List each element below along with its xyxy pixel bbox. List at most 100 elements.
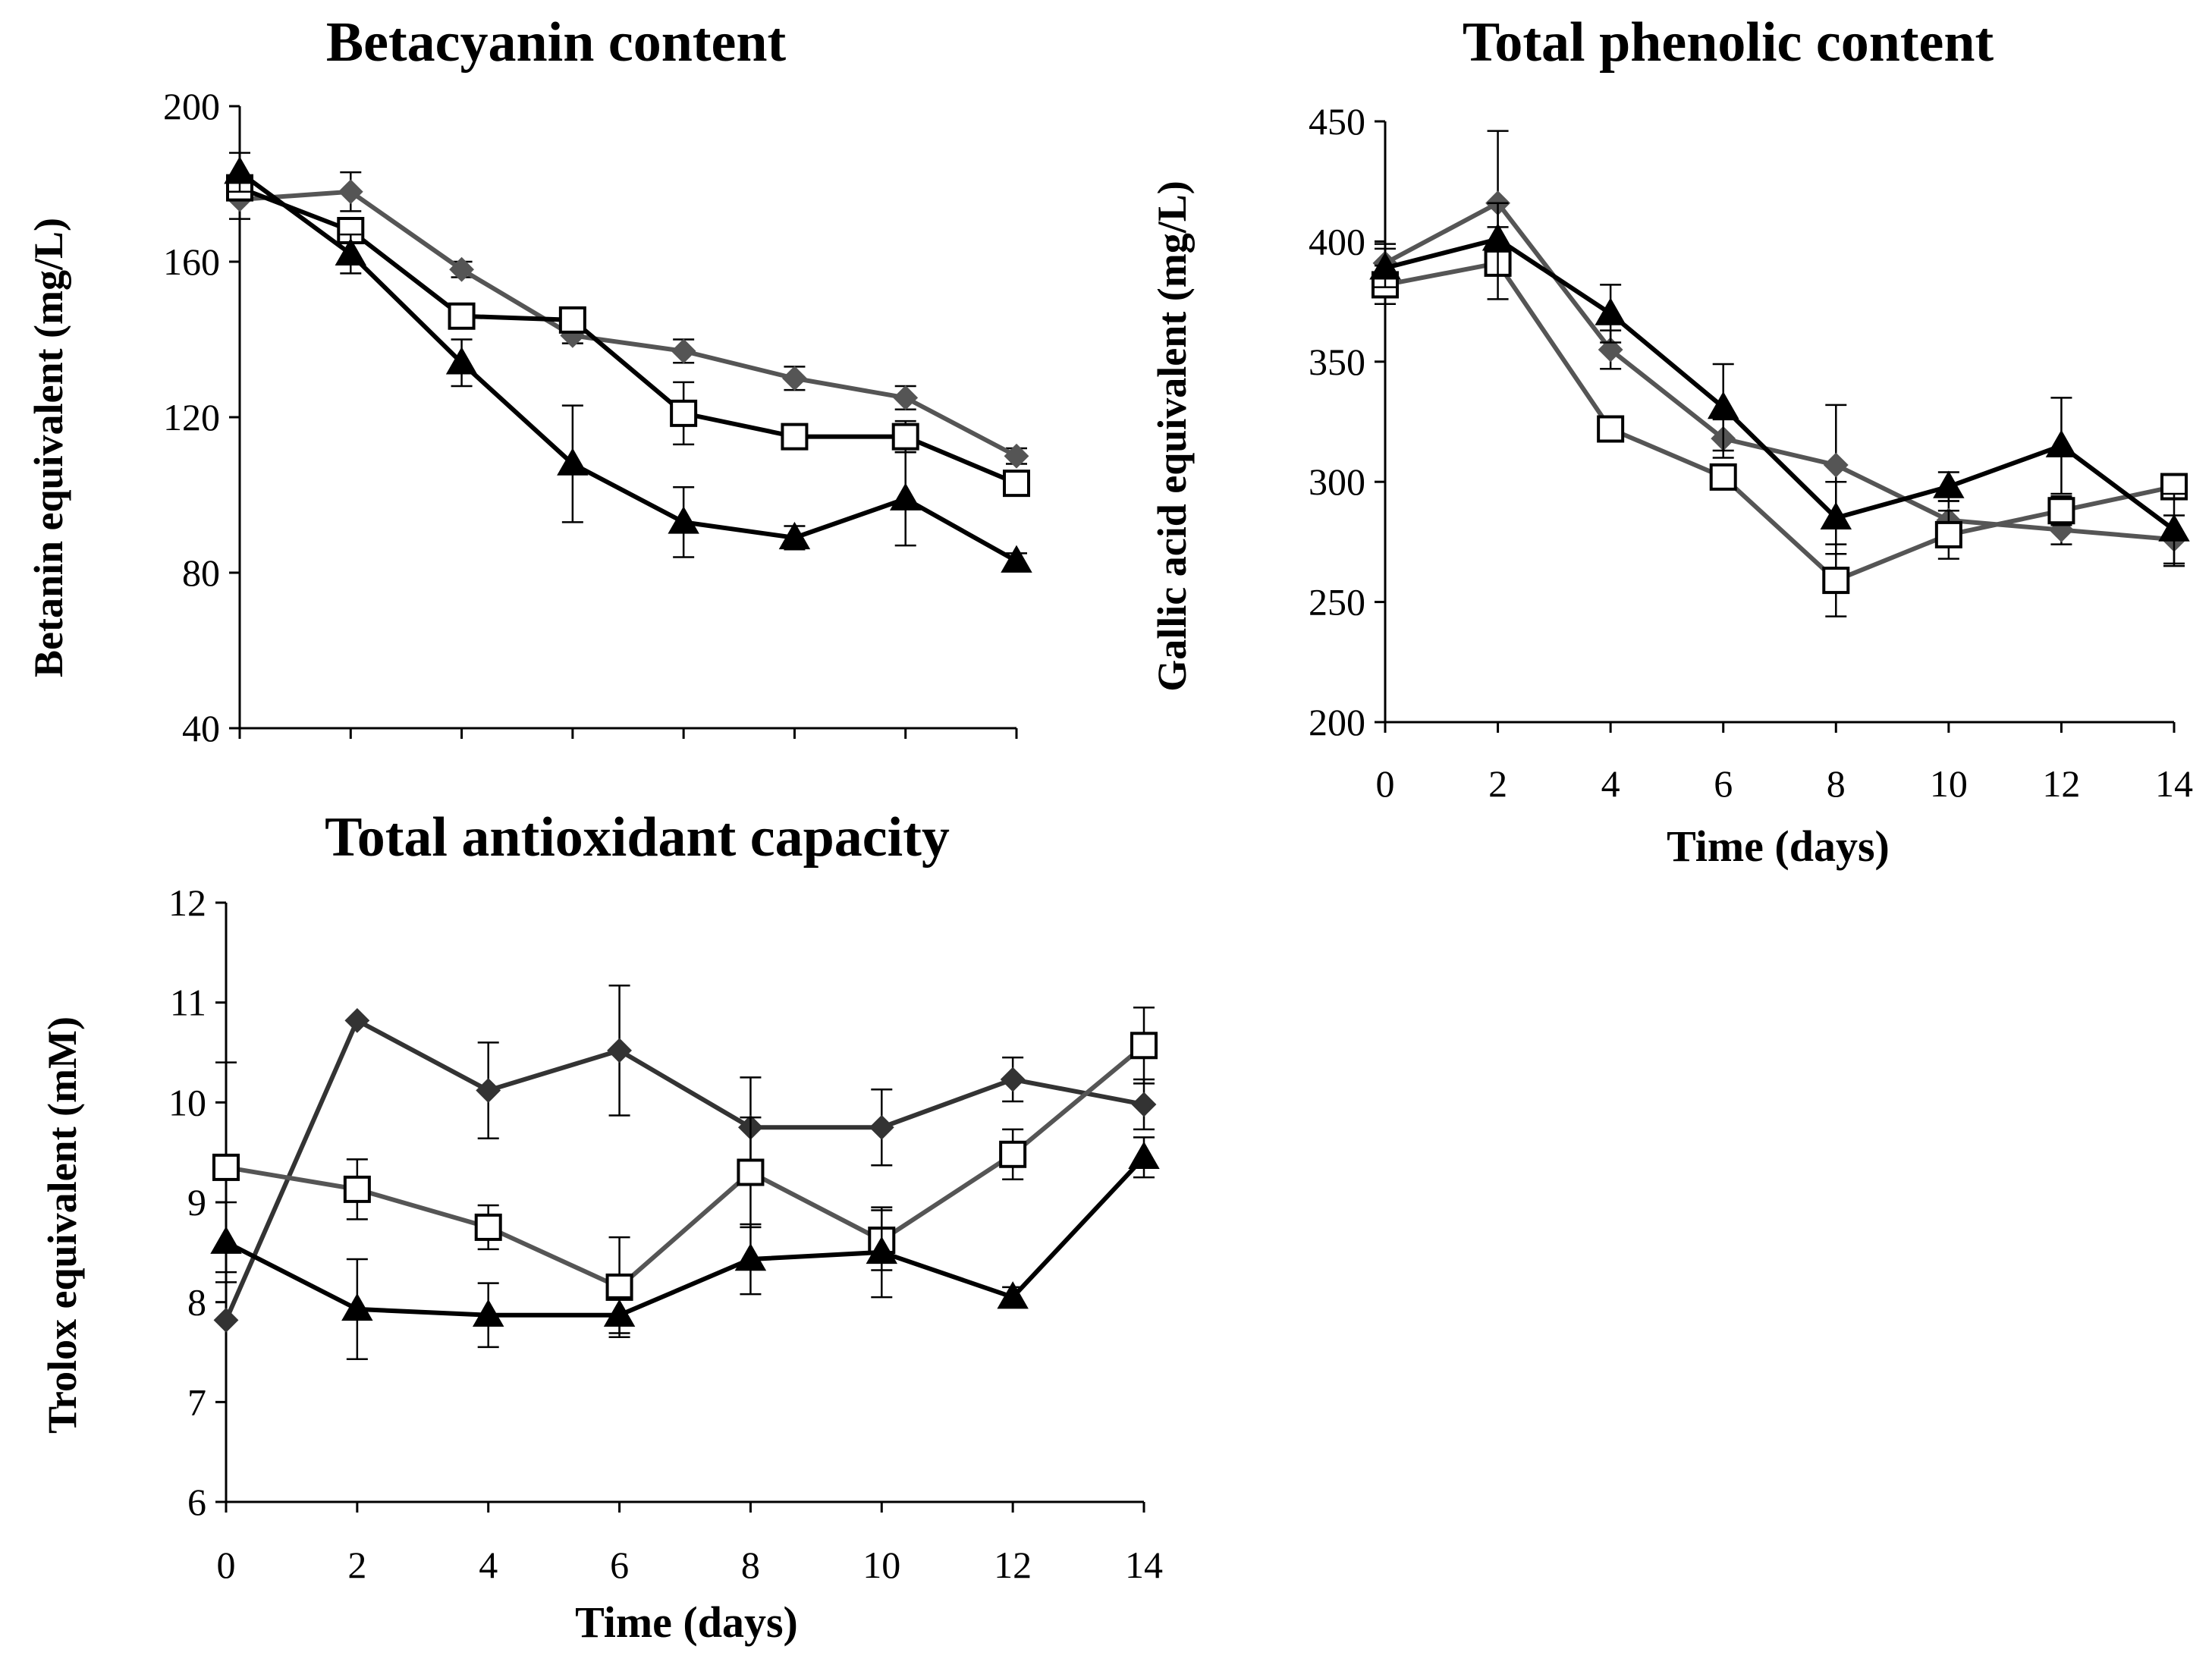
y-tick-label: 250 xyxy=(1309,581,1365,624)
y-tick-labels: 40 80 120 160 200 xyxy=(163,85,220,749)
square-marker xyxy=(212,1153,240,1181)
diamond-marker xyxy=(1823,452,1849,478)
y-tick-label: 300 xyxy=(1309,460,1365,503)
square-marker xyxy=(999,1140,1027,1168)
triangle-marker xyxy=(866,1236,898,1264)
y-tick-label: 12 xyxy=(168,881,206,924)
triangle-marker xyxy=(1933,470,1965,498)
series-line-diamond xyxy=(224,1018,1145,1321)
triangle-marker xyxy=(1128,1141,1160,1169)
triangle-marker xyxy=(734,1243,767,1271)
triangle-marker xyxy=(472,1299,504,1327)
x-tick-label: 0 xyxy=(1376,762,1395,805)
diamond-marker xyxy=(607,1038,632,1063)
series-line-diamond xyxy=(1384,200,2175,542)
triangle-marker xyxy=(335,237,367,265)
diamond-marker xyxy=(671,338,696,364)
square-marker xyxy=(605,1273,633,1301)
betacyanin-chart: Betacyanin content Betanin equivalent (m… xyxy=(26,11,1032,749)
x-tick-label: 4 xyxy=(1601,762,1620,805)
triangle-marker xyxy=(668,506,699,534)
x-tick-label: 14 xyxy=(2155,762,2193,805)
y-tick-labels: 6 7 8 9 10 11 12 xyxy=(168,881,206,1523)
y-tick-label: 200 xyxy=(1309,701,1365,743)
series-marks xyxy=(224,152,1032,573)
diamond-marker xyxy=(1000,1067,1026,1092)
diamond-marker xyxy=(1598,337,1623,363)
series-diamond xyxy=(213,985,1157,1333)
y-tick-label: 450 xyxy=(1309,100,1365,143)
x-tick-label: 10 xyxy=(862,1544,900,1586)
diamond-marker xyxy=(344,1007,370,1033)
y-tick-label: 350 xyxy=(1309,341,1365,383)
triangle-marker xyxy=(1481,223,1514,251)
y-tick-label: 120 xyxy=(163,396,220,438)
series-line-triangle xyxy=(225,1155,1146,1318)
square-marker xyxy=(448,302,476,330)
y-tick-label: 40 xyxy=(182,707,220,749)
x-tick-labels: 0 2 4 6 8 10 12 14 xyxy=(217,1544,1164,1586)
y-axis-label: Betanin equivalent (mg/L) xyxy=(26,218,71,677)
square-marker xyxy=(737,1158,765,1186)
diamond-marker xyxy=(1004,443,1029,469)
square-marker xyxy=(1003,470,1030,498)
series-line-square xyxy=(238,185,1018,485)
series-triangle xyxy=(210,1136,1160,1360)
y-tick-label: 400 xyxy=(1309,220,1365,262)
x-tick-label: 2 xyxy=(347,1544,366,1586)
y-tick-label: 80 xyxy=(182,551,220,594)
axes xyxy=(1375,120,2176,733)
x-tick-label: 8 xyxy=(741,1544,760,1586)
y-axis-label: Trolox equivalent (mM) xyxy=(39,1016,85,1434)
x-tick-label: 0 xyxy=(217,1544,236,1586)
x-tick-label: 10 xyxy=(1930,762,1968,805)
triangle-marker xyxy=(445,347,478,375)
square-marker xyxy=(1130,1032,1158,1060)
triangle-marker xyxy=(224,156,256,184)
diamond-marker xyxy=(1131,1092,1157,1117)
y-tick-label: 200 xyxy=(163,85,220,127)
x-axis-label: Time (days) xyxy=(1667,822,1890,871)
axes xyxy=(215,901,1145,1513)
chart-title: Betacyanin content xyxy=(326,11,787,74)
square-marker xyxy=(474,1213,502,1241)
triangle-marker xyxy=(997,1281,1029,1309)
series-square xyxy=(226,174,1030,498)
square-marker xyxy=(891,423,919,451)
x-tick-label: 6 xyxy=(1714,762,1733,805)
series-square xyxy=(1372,226,2188,617)
series-line-triangle xyxy=(238,170,1018,564)
y-tick-label: 7 xyxy=(187,1381,206,1423)
series-marks xyxy=(210,985,1160,1360)
triangle-marker xyxy=(1001,545,1032,573)
triangle-marker xyxy=(603,1299,636,1327)
square-marker xyxy=(558,306,586,334)
chart-title: Total antioxidant capacity xyxy=(325,806,950,869)
square-marker xyxy=(1709,463,1737,491)
x-tick-label: 14 xyxy=(1125,1544,1163,1586)
triangle-marker xyxy=(1369,252,1401,280)
series-marks xyxy=(1369,130,2190,617)
axes xyxy=(229,105,1018,739)
y-tick-label: 9 xyxy=(187,1181,206,1224)
diamond-marker xyxy=(893,385,919,410)
triangle-marker xyxy=(778,521,811,550)
antioxidant-chart: Total antioxidant capacity Trolox equiva… xyxy=(39,806,1163,1647)
y-tick-label: 11 xyxy=(170,982,206,1024)
y-tick-labels: 200 250 300 350 400 450 xyxy=(1309,100,1365,743)
diamond-marker xyxy=(869,1114,894,1140)
series-line-triangle xyxy=(1384,237,2176,532)
series-line-square xyxy=(1384,260,2175,583)
y-tick-label: 10 xyxy=(168,1081,206,1123)
x-axis-label: Time (days) xyxy=(575,1597,798,1647)
triangle-marker xyxy=(2158,514,2190,542)
x-tick-labels: 0 2 4 6 8 10 12 14 xyxy=(1376,762,2194,805)
x-tick-label: 12 xyxy=(994,1544,1032,1586)
series-square xyxy=(212,1007,1158,1338)
y-axis-label: Gallic acid equivalent (mg/L) xyxy=(1149,181,1195,691)
diamond-marker xyxy=(476,1078,501,1103)
triangle-marker xyxy=(341,1293,373,1321)
series-line-square xyxy=(225,1043,1145,1290)
triangle-marker xyxy=(1707,391,1739,419)
